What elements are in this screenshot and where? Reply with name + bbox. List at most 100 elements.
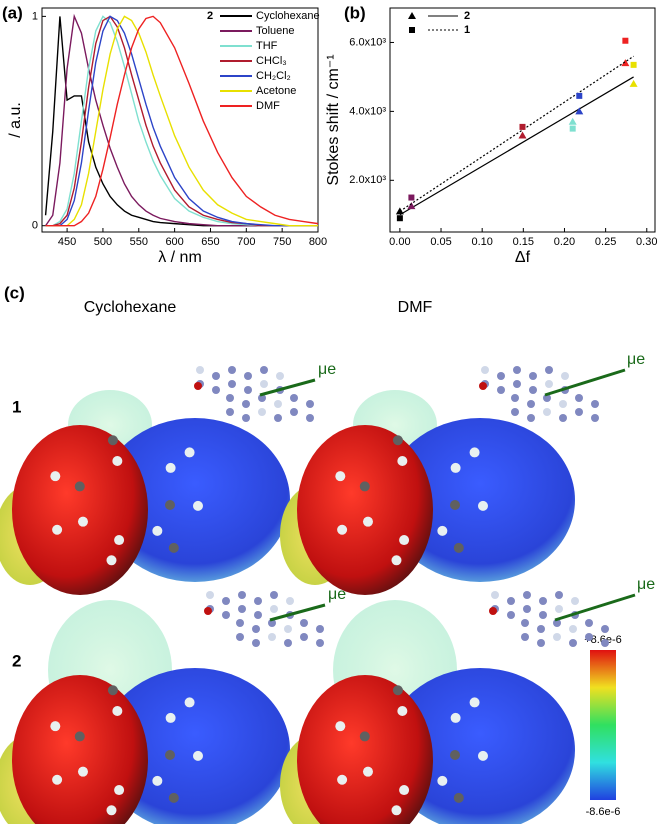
atom (575, 394, 583, 402)
atom (77, 516, 88, 527)
legend-label: THF (256, 40, 278, 52)
atom (399, 785, 410, 796)
atom (507, 597, 515, 605)
atom (559, 400, 567, 408)
atom (258, 394, 266, 402)
atom (268, 619, 276, 627)
legend-title: 2 (207, 10, 213, 22)
atom (601, 639, 609, 647)
atom (236, 619, 244, 627)
ball-stick: μe (204, 586, 346, 647)
atom (52, 524, 63, 535)
x-tick-label: 500 (94, 236, 112, 248)
atom (306, 400, 314, 408)
atom (238, 605, 246, 613)
atom (450, 500, 460, 510)
atom (397, 706, 408, 717)
legend-label: 1 (464, 24, 470, 36)
dipole-arrow (259, 378, 316, 397)
colorbar (590, 650, 616, 800)
atom (529, 386, 537, 394)
y-tick-label: 0 (32, 220, 38, 232)
point-triangle (621, 59, 630, 67)
atom (539, 611, 547, 619)
atom (585, 619, 593, 627)
atom (106, 805, 117, 816)
atom (184, 447, 195, 458)
fit-line (399, 76, 634, 216)
atom (252, 625, 260, 633)
atom (527, 400, 535, 408)
atom (316, 639, 324, 647)
x-axis-label: Δf (515, 249, 531, 266)
atom (222, 597, 230, 605)
x-tick-label: 600 (165, 236, 183, 248)
atom (196, 366, 204, 374)
dipole-arrow (544, 368, 626, 397)
atom (228, 366, 236, 374)
point-square (408, 194, 415, 201)
legend-marker (408, 12, 416, 19)
atom (242, 414, 250, 422)
atom (497, 386, 505, 394)
atom (165, 462, 176, 473)
atom (254, 611, 262, 619)
row-label: 1 (12, 397, 21, 416)
atom (168, 792, 179, 803)
atom (559, 414, 567, 422)
atom (114, 785, 125, 796)
dipole-label: μe (637, 576, 655, 593)
atom (50, 471, 61, 482)
atom (112, 706, 123, 717)
y-axis-label: Stokes shift / cm⁻¹ (325, 54, 342, 185)
ball-stick: μe (479, 351, 645, 422)
atom (106, 555, 117, 566)
atom (477, 750, 488, 761)
atom (453, 792, 464, 803)
y-tick-label: 1 (32, 10, 38, 22)
point-triangle (568, 117, 577, 125)
atom (511, 408, 519, 416)
atom (585, 633, 593, 641)
ball-stick: μe (489, 576, 655, 647)
point-triangle (518, 131, 527, 139)
atom (569, 625, 577, 633)
atom (77, 766, 88, 777)
panel-label: (b) (344, 3, 366, 22)
atom (192, 750, 203, 761)
atom (497, 372, 505, 380)
atom (276, 372, 284, 380)
atom (527, 414, 535, 422)
legend-label: Acetone (256, 85, 296, 97)
point-triangle (407, 202, 416, 210)
atom (561, 372, 569, 380)
atom (523, 605, 531, 613)
column-label: Cyclohexane (84, 299, 177, 316)
x-tick-label: 0.20 (554, 236, 575, 248)
surface-negative (100, 418, 290, 582)
atom (539, 597, 547, 605)
atom (591, 414, 599, 422)
dipole-label: μe (328, 586, 346, 603)
atom (290, 394, 298, 402)
plot-frame (41, 7, 319, 233)
atom (469, 447, 480, 458)
point-triangle (575, 107, 584, 115)
atom (337, 774, 348, 785)
point-square (576, 92, 583, 99)
x-tick-label: 750 (273, 236, 291, 248)
atom (450, 462, 461, 473)
atom (335, 721, 346, 732)
atom (252, 639, 260, 647)
y-tick-label: 6.0x10³ (349, 36, 386, 48)
atom (107, 685, 118, 696)
legend-label: Cyclohexane (256, 10, 320, 22)
atom-o (204, 607, 212, 615)
legend-label: CH₂Cl₂ (256, 70, 291, 82)
row-label: 2 (12, 651, 21, 670)
atom (290, 408, 298, 416)
atom (306, 414, 314, 422)
column-label: DMF (398, 299, 433, 316)
x-tick-label: 700 (237, 236, 255, 248)
